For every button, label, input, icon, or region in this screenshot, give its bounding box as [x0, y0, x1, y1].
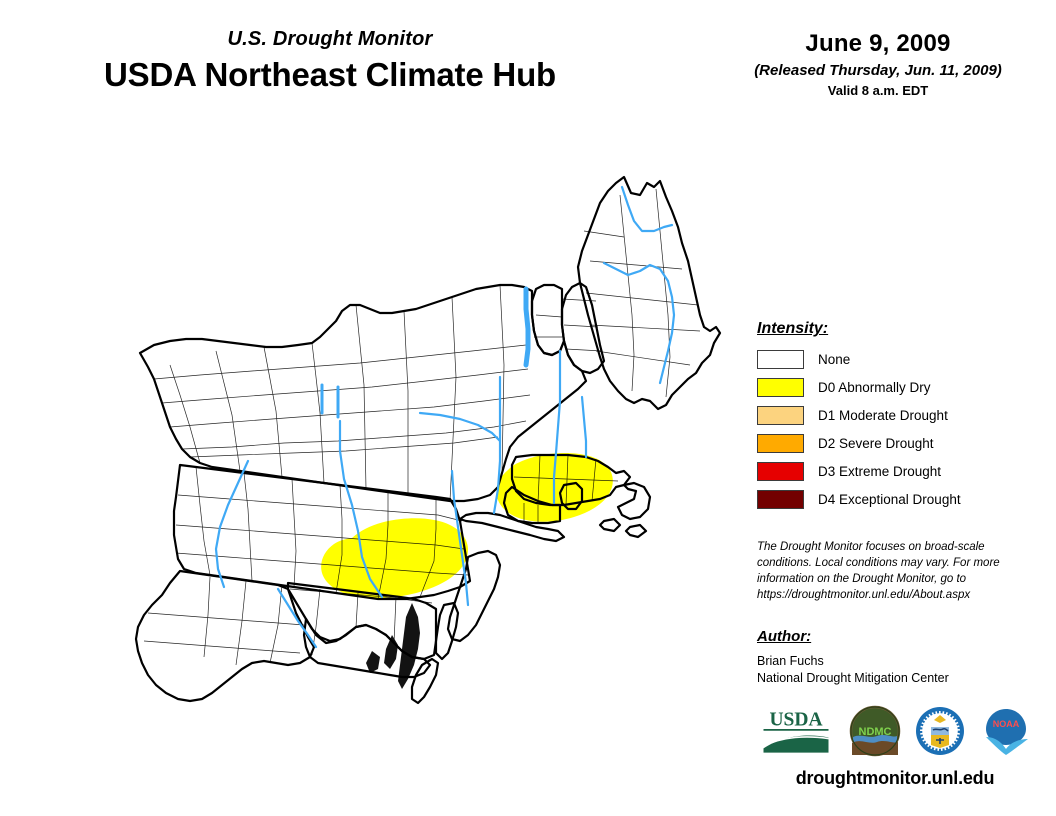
header-right: June 9, 2009 (Released Thursday, Jun. 11…: [700, 30, 1056, 98]
header-subtitle: U.S. Drought Monitor: [227, 28, 433, 50]
logo-row: USDA NDMC NOAA: [757, 703, 1032, 758]
river-hudson: [492, 375, 502, 515]
river-merrimack: [580, 395, 588, 459]
legend-item-none[interactable]: None: [757, 345, 1037, 373]
rivers-layer: [214, 185, 676, 649]
legend-item-d0[interactable]: D0 Abnormally Dry: [757, 373, 1037, 401]
nantucket: [624, 523, 648, 539]
map-svg: [134, 175, 722, 705]
ndmc-logo: NDMC: [849, 705, 900, 756]
svg-text:NDMC: NDMC: [858, 726, 891, 738]
state-new-york: [138, 283, 588, 503]
state-rhode-island: [558, 481, 584, 511]
state-boundaries: [134, 175, 722, 705]
state-west-virginia: [134, 569, 316, 703]
release-date: (Released Thursday, Jun. 11, 2009): [754, 62, 1002, 79]
county-boundaries: [143, 188, 701, 666]
drought-area-layer: [321, 453, 613, 599]
river-susquehanna: [338, 419, 384, 599]
disclaimer-text: The Drought Monitor focuses on broad-sca…: [757, 541, 1000, 601]
legend-item-d1[interactable]: D1 Moderate Drought: [757, 401, 1037, 429]
river-connecticut: [552, 349, 562, 505]
svg-text:NOAA: NOAA: [993, 719, 1020, 729]
author-block: Author: Brian Fuchs National Drought Mit…: [757, 628, 1037, 687]
river-delaware: [450, 469, 470, 607]
delmarva-peninsula: [410, 657, 440, 705]
legend-item-d2[interactable]: D2 Severe Drought: [757, 429, 1037, 457]
legend-swatch-d3: [757, 461, 804, 481]
river-st-john: [620, 185, 674, 233]
legend-label-d0: D0 Abnormally Dry: [818, 379, 931, 395]
chesapeake-bay: [366, 603, 420, 689]
legend-label-d4: D4 Exceptional Drought: [818, 491, 961, 507]
legend-swatch-d2: [757, 433, 804, 453]
river-allegheny: [214, 459, 250, 589]
page-title: USDA Northeast Climate Hub: [104, 56, 556, 93]
river-potomac: [276, 587, 318, 649]
marthas-vineyard: [598, 517, 622, 533]
header-left: U.S. Drought Monitor USDA Northeast Clim…: [0, 28, 660, 93]
legend-item-d4[interactable]: D4 Exceptional Drought: [757, 485, 1037, 513]
author-heading: Author:: [757, 628, 812, 645]
seal-logo: [916, 706, 965, 755]
legend-label-d2: D2 Severe Drought: [818, 435, 934, 451]
state-massachusetts: [510, 453, 632, 507]
map-date: June 9, 2009: [805, 30, 951, 57]
drought-area-d0-pennsylvania: [321, 518, 468, 599]
lake-champlain: [523, 286, 531, 368]
legend-swatch-d1: [757, 405, 804, 425]
valid-time: Valid 8 a.m. EDT: [827, 83, 929, 98]
legend-item-d3[interactable]: D3 Extreme Drought: [757, 457, 1037, 485]
cape-cod: [616, 481, 652, 521]
state-new-jersey: [446, 549, 502, 643]
usda-logo: USDA: [763, 709, 829, 753]
long-island: [458, 511, 566, 543]
legend-label-none: None: [818, 351, 851, 367]
state-delaware: [434, 601, 460, 661]
river-mohawk: [418, 411, 502, 443]
legend-label-d3: D3 Extreme Drought: [818, 463, 942, 479]
legend-title: Intensity:: [757, 320, 829, 337]
legend-swatch-d0: [757, 377, 804, 397]
river-penobscot: [602, 261, 676, 385]
legend-label-d1: D1 Moderate Drought: [818, 407, 948, 423]
state-virginia: [302, 617, 432, 679]
author-name: Brian Fuchs: [757, 654, 824, 668]
state-maine: [576, 175, 722, 411]
svg-text:USDA: USDA: [769, 709, 822, 730]
intensity-legend: Intensity: None D0 Abnormally Dry D1 Mod…: [757, 320, 1037, 513]
author-organization: National Drought Mitigation Center: [757, 670, 949, 685]
legend-swatch-none: [757, 349, 804, 369]
website-url[interactable]: droughtmonitor.unl.edu: [795, 768, 995, 788]
drought-map: [20, 165, 750, 725]
noaa-logo: NOAA: [985, 708, 1028, 755]
legend-swatch-d4: [757, 489, 804, 509]
